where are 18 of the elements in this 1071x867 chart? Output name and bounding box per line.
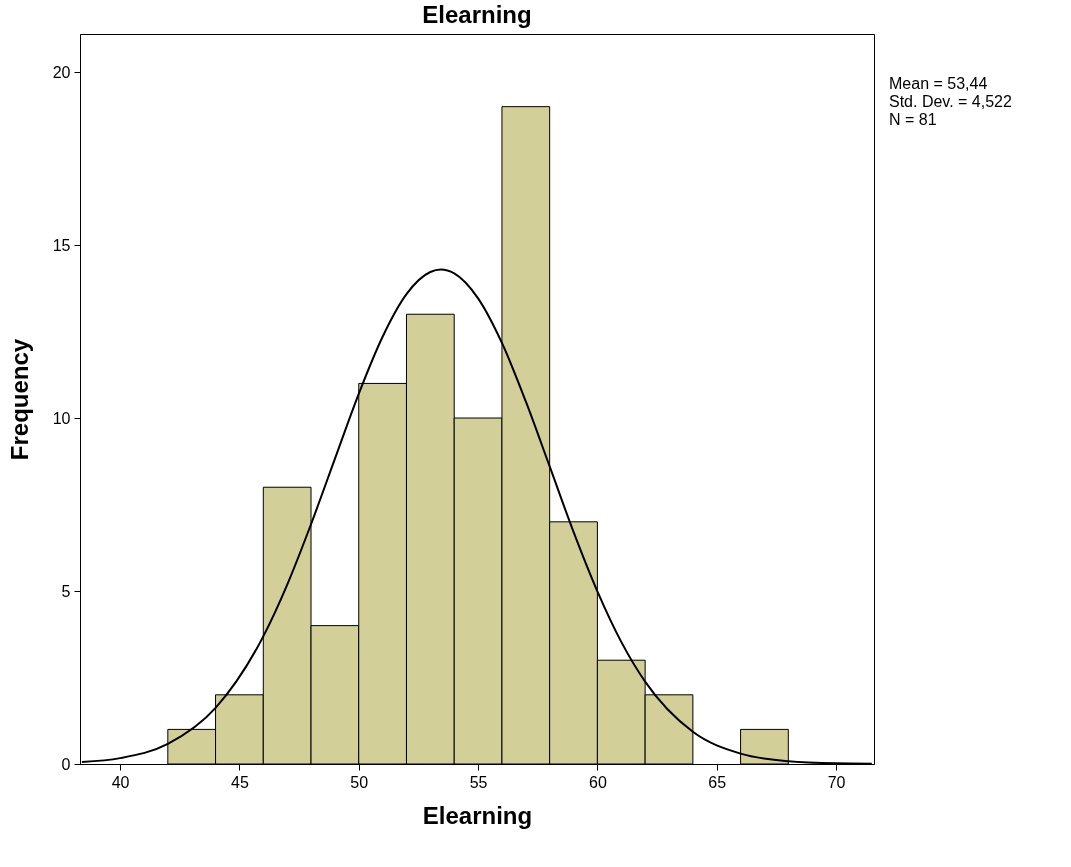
x-tick-label: 65 xyxy=(708,773,727,791)
y-tick-label: 5 xyxy=(61,582,71,600)
y-axis-title: Frequency xyxy=(5,338,33,461)
y-tick-label: 0 xyxy=(61,755,71,773)
y-tick-label: 15 xyxy=(52,236,71,254)
x-tick-label: 45 xyxy=(231,773,249,791)
x-tick-label: 40 xyxy=(111,773,130,791)
y-tick-label: 10 xyxy=(52,409,71,427)
x-tick-label: 70 xyxy=(827,773,846,791)
x-tick-label: 60 xyxy=(589,773,607,791)
y-tick-label: 20 xyxy=(52,63,71,81)
chart-title: Elearning xyxy=(422,1,532,28)
x-tick-label: 50 xyxy=(350,773,369,791)
x-axis-title: Elearning xyxy=(422,801,533,829)
text: Mean = 53,44 xyxy=(889,75,988,92)
x-tick-label: 55 xyxy=(469,773,488,791)
text: N = 81 xyxy=(889,111,937,128)
text: Std. Dev. = 4,522 xyxy=(889,93,1012,110)
